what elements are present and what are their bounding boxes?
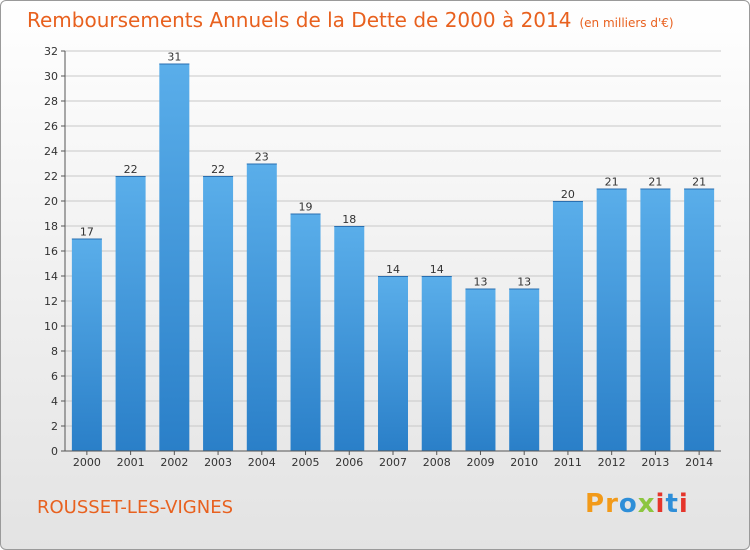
data-label-2010: 13 bbox=[517, 276, 531, 289]
chart-unit: (en milliers d'€) bbox=[579, 16, 674, 30]
data-label-2009: 13 bbox=[473, 276, 487, 289]
bar-2005 bbox=[290, 213, 321, 451]
x-tick-label-2003: 2003 bbox=[204, 456, 232, 469]
x-tick-label-2010: 2010 bbox=[510, 456, 538, 469]
bar-2011 bbox=[552, 201, 583, 451]
data-label-2012: 21 bbox=[605, 176, 619, 189]
chart-title: Remboursements Annuels de la Dette de 20… bbox=[27, 8, 674, 32]
y-tick-label: 18 bbox=[44, 220, 58, 233]
bar-2008 bbox=[421, 276, 452, 451]
x-tick-label-2008: 2008 bbox=[423, 456, 451, 469]
data-label-2011: 20 bbox=[561, 188, 575, 201]
bar-2010 bbox=[509, 288, 540, 451]
labels-layer: 0246810121416182022242628303217200022200… bbox=[44, 45, 713, 469]
x-tick-label-2013: 2013 bbox=[641, 456, 669, 469]
y-tick-label: 8 bbox=[51, 345, 58, 358]
axis-layer bbox=[61, 50, 721, 455]
y-tick-label: 24 bbox=[44, 145, 58, 158]
y-tick-label: 30 bbox=[44, 70, 58, 83]
data-label-2008: 14 bbox=[430, 263, 444, 276]
bar-2014 bbox=[684, 188, 715, 451]
y-tick-label: 14 bbox=[44, 270, 58, 283]
data-label-2000: 17 bbox=[80, 226, 94, 239]
y-tick-label: 16 bbox=[44, 245, 58, 258]
bar-2004 bbox=[246, 163, 277, 451]
x-tick-label-2004: 2004 bbox=[248, 456, 276, 469]
y-tick-label: 20 bbox=[44, 195, 58, 208]
y-tick-label: 0 bbox=[51, 445, 58, 458]
proxiti-logo: Proxiti bbox=[585, 489, 689, 519]
y-tick-label: 32 bbox=[44, 45, 58, 58]
y-tick-label: 10 bbox=[44, 320, 58, 333]
y-tick-label: 28 bbox=[44, 95, 58, 108]
x-tick-label-2006: 2006 bbox=[335, 456, 363, 469]
bar-2006 bbox=[334, 226, 365, 451]
bar-2009 bbox=[465, 288, 496, 451]
x-tick-label-2011: 2011 bbox=[554, 456, 582, 469]
y-tick-label: 6 bbox=[51, 370, 58, 383]
data-label-2014: 21 bbox=[692, 176, 706, 189]
x-tick-label-2001: 2001 bbox=[117, 456, 145, 469]
x-tick-label-2005: 2005 bbox=[292, 456, 320, 469]
bar-2012 bbox=[596, 188, 627, 451]
x-tick-label-2007: 2007 bbox=[379, 456, 407, 469]
chart-title-text: Remboursements Annuels de la Dette de 20… bbox=[27, 8, 572, 32]
bar-2013 bbox=[640, 188, 671, 451]
y-tick-label: 12 bbox=[44, 295, 58, 308]
y-tick-label: 4 bbox=[51, 395, 58, 408]
bar-2001 bbox=[115, 176, 146, 451]
data-label-2004: 23 bbox=[255, 151, 269, 164]
commune-name: ROUSSET-LES-VIGNES bbox=[37, 497, 234, 518]
x-tick-label-2002: 2002 bbox=[160, 456, 188, 469]
y-tick-label: 26 bbox=[44, 120, 58, 133]
data-label-2001: 22 bbox=[124, 163, 138, 176]
x-tick-label-2014: 2014 bbox=[685, 456, 713, 469]
data-label-2006: 18 bbox=[342, 213, 356, 226]
bar-2003 bbox=[203, 176, 234, 451]
x-tick-label-2009: 2009 bbox=[466, 456, 494, 469]
bar-2000 bbox=[71, 238, 102, 451]
data-label-2005: 19 bbox=[299, 201, 313, 214]
bar-2007 bbox=[378, 276, 408, 451]
bars-layer bbox=[71, 63, 715, 451]
x-tick-label-2012: 2012 bbox=[598, 456, 626, 469]
data-label-2007: 14 bbox=[386, 263, 400, 276]
x-tick-label-2000: 2000 bbox=[73, 456, 101, 469]
data-label-2013: 21 bbox=[648, 176, 662, 189]
y-tick-label: 22 bbox=[44, 170, 58, 183]
data-label-2003: 22 bbox=[211, 163, 225, 176]
bar-2002 bbox=[159, 63, 190, 451]
data-label-2002: 31 bbox=[167, 51, 181, 64]
y-tick-label: 2 bbox=[51, 420, 58, 433]
